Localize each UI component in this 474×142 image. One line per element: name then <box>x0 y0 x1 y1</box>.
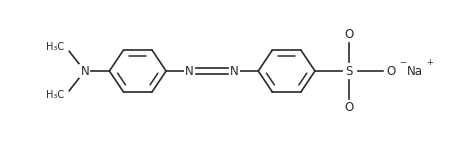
Text: N: N <box>230 64 239 78</box>
Text: H₃C: H₃C <box>46 42 64 52</box>
Text: N: N <box>185 64 194 78</box>
Text: S: S <box>346 64 353 78</box>
Text: Na: Na <box>407 64 423 78</box>
Text: +: + <box>427 58 433 67</box>
Text: N: N <box>81 64 89 78</box>
Text: O: O <box>387 64 396 78</box>
Text: O: O <box>345 28 354 41</box>
Text: O: O <box>345 101 354 114</box>
Text: H₃C: H₃C <box>46 90 64 100</box>
Text: −: − <box>400 58 407 67</box>
